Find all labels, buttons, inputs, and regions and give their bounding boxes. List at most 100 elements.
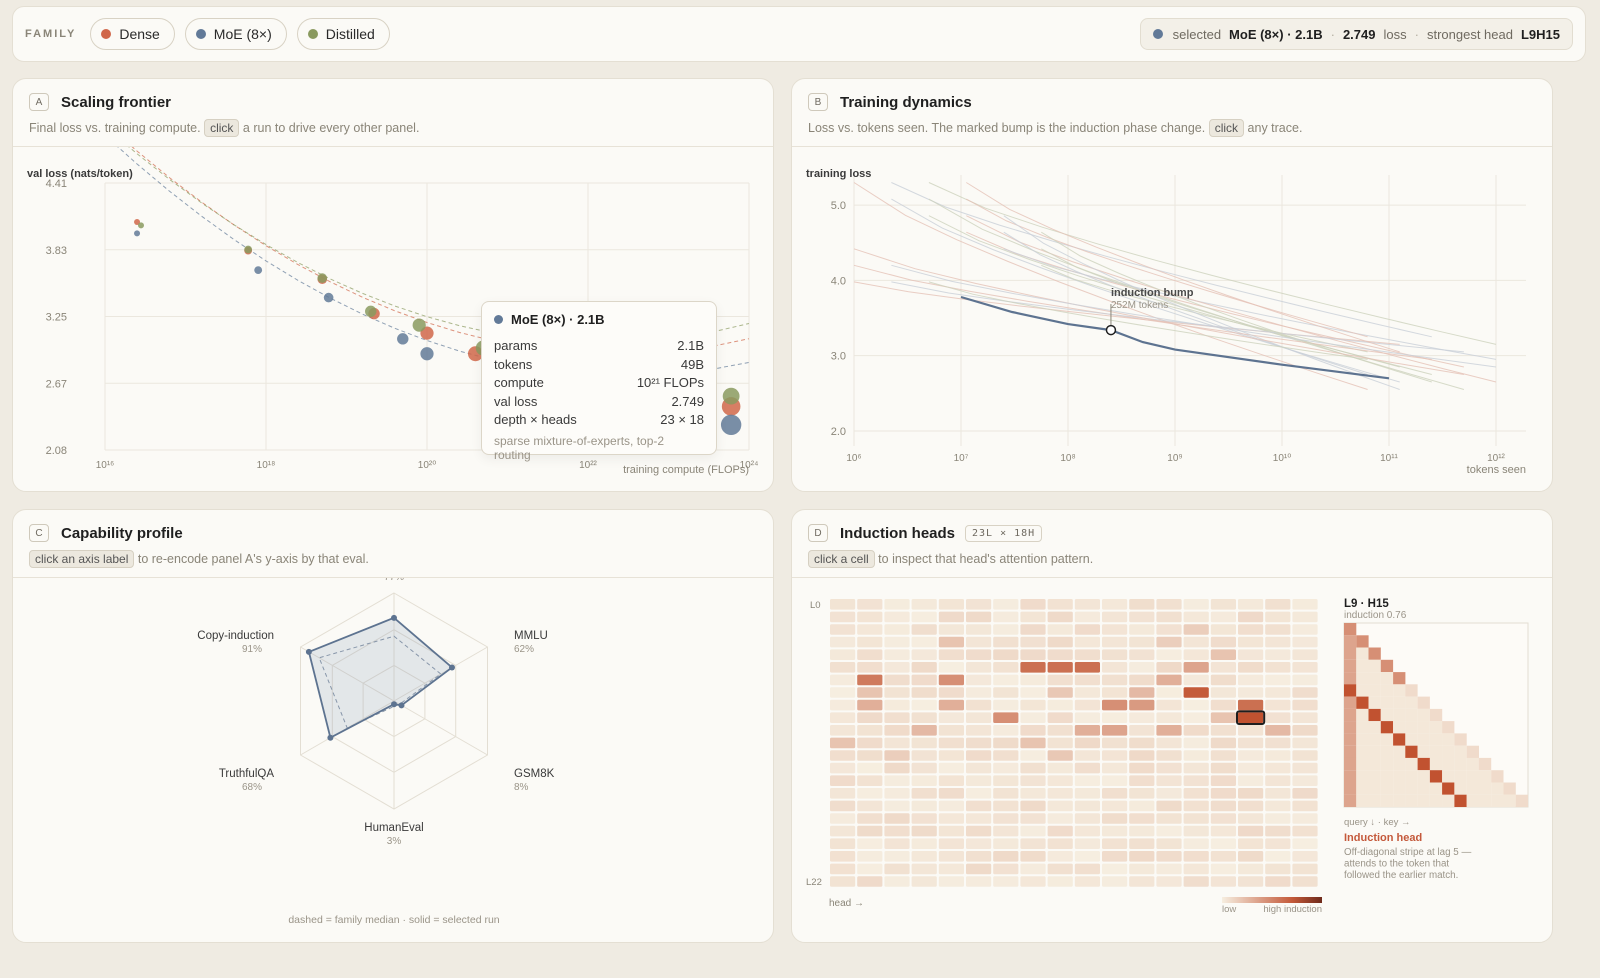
heatmap-cell[interactable] [911,611,937,623]
heatmap-cell[interactable] [1047,788,1073,799]
heatmap-cell[interactable] [1183,737,1209,749]
heatmap-cell[interactable] [1129,876,1155,887]
heatmap-cell[interactable] [993,662,1019,673]
heatmap-cell[interactable] [884,800,910,812]
heatmap-cell[interactable] [1265,699,1291,711]
heatmap-cell[interactable] [1020,624,1046,635]
heatmap-cell[interactable] [1047,687,1073,698]
heatmap-cell[interactable] [1183,825,1209,837]
heatmap-cell[interactable] [884,674,910,686]
heatmap-cell[interactable] [1265,825,1291,837]
heatmap-cell[interactable] [966,624,992,635]
heatmap-cell[interactable] [938,687,964,698]
heatmap-cell[interactable] [1102,699,1128,711]
heatmap-cell[interactable] [1020,800,1046,812]
heatmap-cell[interactable] [911,636,937,648]
heatmap-cell[interactable] [993,863,1019,875]
heatmap-cell[interactable] [911,775,937,786]
heatmap-cell[interactable] [1047,674,1073,686]
heatmap-cell[interactable] [938,750,964,761]
heatmap-cell[interactable] [1129,838,1155,849]
heatmap-cell[interactable] [1183,750,1209,761]
heatmap-cell[interactable] [966,788,992,799]
heatmap-cell[interactable] [1020,636,1046,648]
heatmap-cell[interactable] [1074,876,1100,887]
heatmap-cell[interactable] [1265,788,1291,799]
heatmap-cell[interactable] [857,624,883,635]
loss-trace[interactable] [891,198,1400,383]
chip-moe[interactable]: MoE (8×) [184,18,287,50]
heatmap-cell[interactable] [1129,636,1155,648]
heatmap-cell[interactable] [938,712,964,723]
heatmap-cell[interactable] [1238,712,1264,723]
heatmap-cell[interactable] [938,662,964,673]
heatmap-cell[interactable] [1020,674,1046,686]
heatmap-cell[interactable] [938,851,964,862]
heatmap-cell[interactable] [884,825,910,837]
heatmap-cell[interactable] [1238,611,1264,623]
heatmap-cell[interactable] [1156,687,1182,698]
heatmap-cell[interactable] [857,636,883,648]
heatmap-cell[interactable] [1292,775,1318,786]
heatmap-cell[interactable] [1020,699,1046,711]
heatmap-cell[interactable] [1183,863,1209,875]
heatmap-cell[interactable] [966,712,992,723]
heatmap-cell[interactable] [1074,775,1100,786]
heatmap-cell[interactable] [1074,737,1100,749]
heatmap-cell[interactable] [1047,599,1073,610]
heatmap-cell[interactable] [1238,725,1264,736]
heatmap-cell[interactable] [1102,636,1128,648]
heatmap-cell[interactable] [1156,712,1182,723]
heatmap-cell[interactable] [993,636,1019,648]
heatmap-cell[interactable] [1292,712,1318,723]
heatmap-cell[interactable] [1210,851,1236,862]
heatmap-cell[interactable] [1047,851,1073,862]
radar-chart[interactable]: ICL (few-shot)77%MMLU62%GSM8K8%HumanEval… [13,578,774,943]
heatmap-cell[interactable] [1292,813,1318,824]
heatmap-cell[interactable] [911,876,937,887]
heatmap-cell[interactable] [1238,649,1264,660]
heatmap-cell[interactable] [1238,851,1264,862]
heatmap-cell[interactable] [1238,674,1264,686]
heatmap-cell[interactable] [884,725,910,736]
heatmap-cell[interactable] [830,674,856,686]
heatmap-cell[interactable] [1183,624,1209,635]
heatmap-cell[interactable] [966,611,992,623]
heatmap-cell[interactable] [1102,737,1128,749]
heatmap-cell[interactable] [1292,863,1318,875]
heatmap-cell[interactable] [911,599,937,610]
heatmap-cell[interactable] [1074,662,1100,673]
heatmap-cell[interactable] [1047,762,1073,774]
loss-trace[interactable] [928,182,1497,345]
loss-trace[interactable] [1003,248,1497,360]
heatmap-cell[interactable] [830,788,856,799]
heatmap-cell[interactable] [1210,687,1236,698]
heatmap-cell[interactable] [1074,699,1100,711]
axis-label[interactable]: GSM8K [514,768,555,780]
heatmap-cell[interactable] [1156,775,1182,786]
heatmap-cell[interactable] [938,775,964,786]
heatmap-cell[interactable] [884,813,910,824]
heatmap-cell[interactable] [1156,838,1182,849]
heatmap-cell[interactable] [1292,762,1318,774]
heatmap-cell[interactable] [1020,851,1046,862]
heatmap-cell[interactable] [1047,725,1073,736]
heatmap-cell[interactable] [857,762,883,774]
heatmap-cell[interactable] [1156,737,1182,749]
heatmap-cell[interactable] [1020,750,1046,761]
heatmap-cell[interactable] [1129,851,1155,862]
heatmap-cell[interactable] [830,624,856,635]
heatmap-cell[interactable] [1265,599,1291,610]
heatmap-cell[interactable] [830,813,856,824]
heatmap-cell[interactable] [1210,624,1236,635]
heatmap-cell[interactable] [1156,750,1182,761]
heatmap-cell[interactable] [1238,775,1264,786]
heatmap-cell[interactable] [884,599,910,610]
heatmap-cell[interactable] [1156,851,1182,862]
heatmap-cell[interactable] [1047,750,1073,761]
heatmap-cell[interactable] [1265,838,1291,849]
heatmap-cell[interactable] [1102,876,1128,887]
loss-trace[interactable] [966,182,1400,353]
heatmap-cell[interactable] [1129,813,1155,824]
heatmap-cell[interactable] [1047,775,1073,786]
